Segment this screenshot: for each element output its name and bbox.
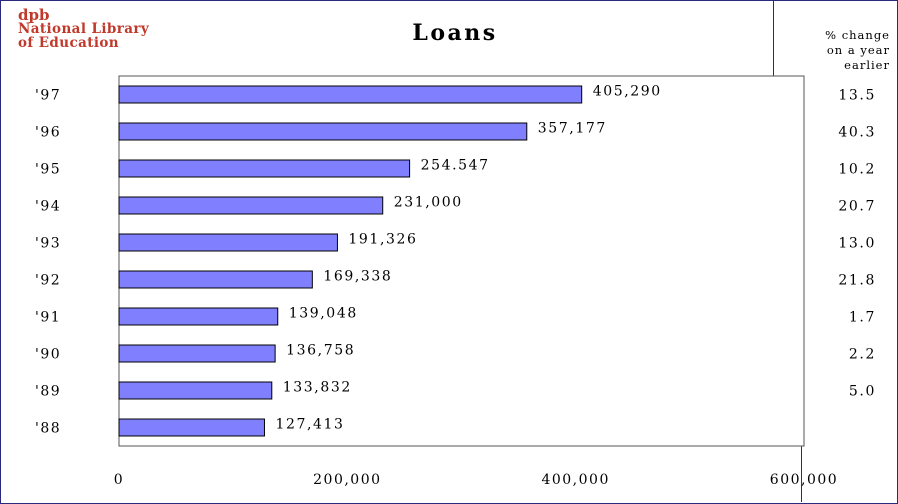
pct-change-value: 40.3 xyxy=(838,125,876,141)
chart-title: Loans xyxy=(412,20,498,46)
pct-header-line-2: on a year xyxy=(826,43,890,57)
bar xyxy=(118,196,384,215)
bar xyxy=(118,307,279,326)
logo-line-3: of Education xyxy=(18,35,120,51)
x-tick-label: 200,000 xyxy=(313,472,381,488)
value-label: 133,832 xyxy=(283,380,352,396)
value-label: 136,758 xyxy=(286,343,355,359)
header-divider xyxy=(773,0,774,76)
category-label: '92 xyxy=(35,273,61,289)
value-label: 357,177 xyxy=(538,121,607,137)
bar xyxy=(118,418,265,437)
bar xyxy=(118,344,276,363)
value-label: 405,290 xyxy=(593,84,662,100)
value-label: 169,338 xyxy=(323,269,392,285)
category-label: '89 xyxy=(35,384,61,400)
footer-divider xyxy=(801,446,802,502)
pct-change-value: 13.0 xyxy=(838,236,876,252)
category-label: '97 xyxy=(35,88,61,104)
bar xyxy=(118,122,528,141)
value-label: 231,000 xyxy=(394,195,463,211)
category-label: '91 xyxy=(35,310,61,326)
value-label: 254.547 xyxy=(421,158,490,174)
bar xyxy=(118,85,583,104)
category-label: '93 xyxy=(35,236,61,252)
pct-change-value: 5.0 xyxy=(849,384,876,400)
pct-change-value: 1.7 xyxy=(849,310,876,326)
x-tick-label: 600,000 xyxy=(770,472,838,488)
category-label: '88 xyxy=(35,421,61,437)
pct-header-line-3: earlier xyxy=(844,58,890,72)
value-label: 139,048 xyxy=(289,306,358,322)
logo-line-1: dpb xyxy=(18,6,50,24)
logo: dpb National Library of Education xyxy=(18,6,150,51)
bar xyxy=(118,381,273,400)
pct-change-value: 20.7 xyxy=(838,199,876,215)
category-label: '94 xyxy=(35,199,61,215)
x-tick-label: 0 xyxy=(114,472,124,488)
pct-change-value: 2.2 xyxy=(849,347,876,363)
value-label: 191,326 xyxy=(348,232,417,248)
bar xyxy=(118,270,313,289)
pct-header-line-1: % change xyxy=(825,28,890,42)
logo-line-2: National Library xyxy=(18,21,150,37)
x-tick-label: 400,000 xyxy=(541,472,609,488)
category-label: '95 xyxy=(35,162,61,178)
category-label: '90 xyxy=(35,347,61,363)
plot-area xyxy=(118,75,805,447)
pct-change-value: 21.8 xyxy=(838,273,876,289)
value-label: 127,413 xyxy=(275,417,344,433)
pct-change-value: 13.5 xyxy=(838,88,876,104)
bar xyxy=(118,233,338,252)
pct-change-header: % change on a year earlier xyxy=(790,28,890,73)
pct-change-value: 10.2 xyxy=(838,162,876,178)
bar xyxy=(118,159,411,178)
category-label: '96 xyxy=(35,125,61,141)
